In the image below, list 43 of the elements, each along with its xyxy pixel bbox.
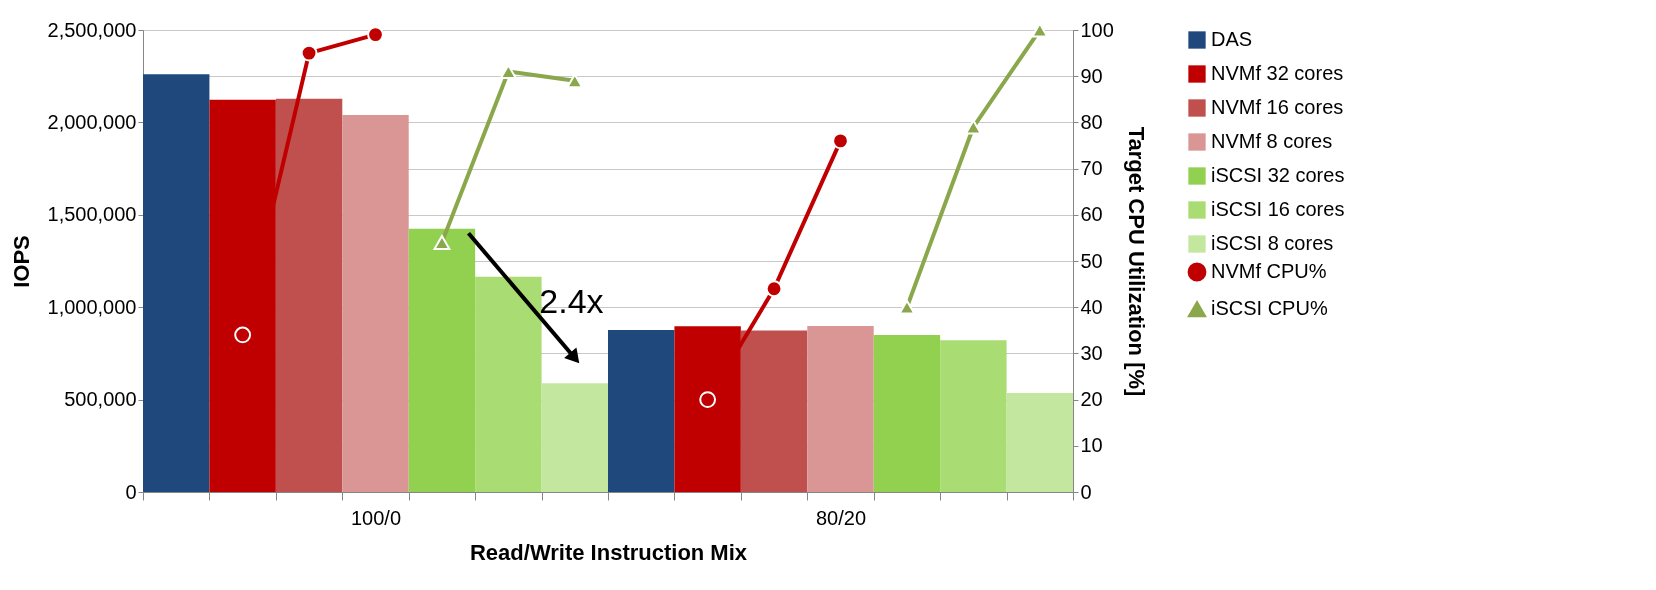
legend-label: iSCSI 16 cores xyxy=(1211,198,1345,220)
legend-label: iSCSI 8 cores xyxy=(1211,232,1334,254)
legend-label: NVMf 16 cores xyxy=(1211,96,1344,118)
bar xyxy=(143,74,210,492)
y-tick-label: 1,500,000 xyxy=(47,203,137,226)
y2-tick-label: 0 xyxy=(1080,480,1092,503)
legend-label: iSCSI CPU% xyxy=(1211,297,1328,319)
bar xyxy=(873,334,941,492)
bar xyxy=(940,340,1007,492)
point xyxy=(234,326,252,344)
bar xyxy=(807,326,874,492)
y2-axis-title: Target CPU Utilization [%] xyxy=(1123,126,1149,397)
y-tick-label: 500,000 xyxy=(64,388,137,411)
point xyxy=(300,44,318,62)
y-tick-label: 0 xyxy=(125,480,137,503)
bar xyxy=(541,383,608,492)
y2-tick-label: 100 xyxy=(1080,18,1114,41)
annotation: 2.4x xyxy=(539,281,604,320)
y2-tick-label: 80 xyxy=(1080,110,1103,133)
bar xyxy=(342,115,409,492)
y-tick-label: 1,000,000 xyxy=(47,295,137,318)
y2-tick-label: 70 xyxy=(1080,157,1103,180)
y2-tick-label: 60 xyxy=(1080,203,1103,226)
legend-label: NVMf 32 cores xyxy=(1211,62,1344,84)
x-tick-label: 100/0 xyxy=(350,506,402,529)
bar xyxy=(608,329,675,492)
x-axis-title: Read/Write Instruction Mix xyxy=(469,539,748,565)
y2-tick-label: 90 xyxy=(1080,64,1103,87)
y2-tick-label: 40 xyxy=(1080,295,1103,318)
y-tick-label: 2,500,000 xyxy=(47,18,137,41)
legend-label: NVMf CPU% xyxy=(1211,260,1327,282)
y2-tick-label: 30 xyxy=(1080,341,1103,364)
y2-tick-label: 10 xyxy=(1080,434,1103,457)
bar xyxy=(408,228,476,492)
bar xyxy=(1006,392,1073,492)
legend-label: NVMf 8 cores xyxy=(1211,130,1333,152)
y2-tick-label: 50 xyxy=(1080,249,1103,272)
x-tick-label: 80/20 xyxy=(815,506,867,529)
legend-label: DAS xyxy=(1211,28,1253,50)
legend-label: iSCSI 32 cores xyxy=(1211,164,1345,186)
y-axis-title: IOPS xyxy=(8,235,34,288)
y-tick-label: 2,000,000 xyxy=(47,110,137,133)
y2-tick-label: 20 xyxy=(1080,388,1103,411)
